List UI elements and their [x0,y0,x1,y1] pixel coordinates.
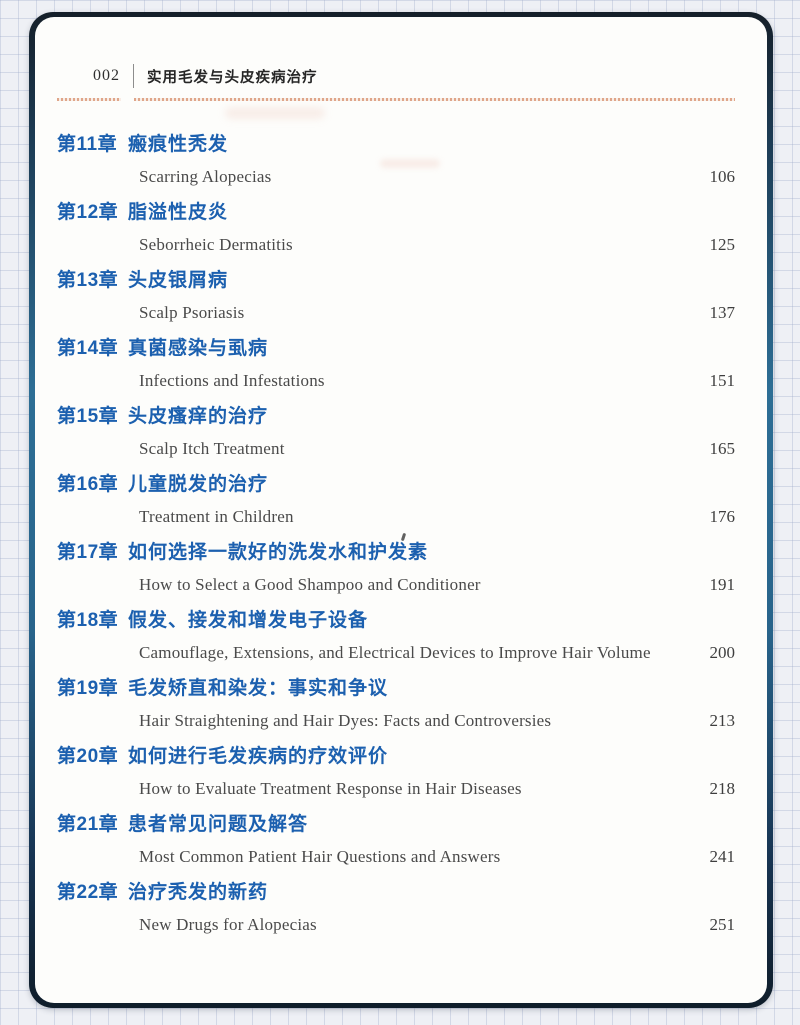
chapter-page-number: 200 [709,643,736,662]
chapter-label: 第12章 [57,202,119,223]
chapter-subtitle-en: Camouflage, Extensions, and Electrical D… [139,643,651,662]
dotted-rule [57,98,735,101]
chapter-title-cn: 头皮银屑病 [128,270,229,291]
toc-entry: 第17章 如何选择一款好的洗发水和护发素 How to Select a Goo… [57,539,735,598]
chapter-label: 第17章 [57,542,119,563]
toc-entry-subtitle-row: Most Common Patient Hair Questions and A… [57,843,735,870]
chapter-page-number: 251 [709,915,736,934]
chapter-page-number: 213 [709,711,736,730]
toc-entry: 第15章 头皮瘙痒的治疗 Scalp Itch Treatment 165 [57,403,735,462]
chapter-label: 第20章 [57,746,119,767]
dotted-rule-segment [134,98,735,101]
chapter-subtitle-en: New Drugs for Alopecias [139,915,317,934]
chapter-page-number: 106 [709,167,736,186]
toc-entry-subtitle-row: New Drugs for Alopecias 251 [57,911,735,938]
chapter-label: 第11章 [57,134,118,155]
toc-entry-subtitle-row: Hair Straightening and Hair Dyes: Facts … [57,707,735,734]
toc-entry-title-row: 第22章 治疗秃发的新药 [57,879,735,906]
toc-entry-title-row: 第20章 如何进行毛发疾病的疗效评价 [57,743,735,770]
toc-entry-subtitle-row: Seborrheic Dermatitis 125 [57,231,735,258]
chapter-label: 第18章 [57,610,119,631]
toc-entry-subtitle-row: Scalp Itch Treatment 165 [57,435,735,462]
toc-entry: 第22章 治疗秃发的新药 New Drugs for Alopecias 251 [57,879,735,938]
toc-entry-title-row: 第11章 瘢痕性秃发 [57,131,735,158]
chapter-page-number: 125 [709,235,736,254]
header-divider [133,64,134,88]
toc-entry-title-row: 第14章 真菌感染与虱病 [57,335,735,362]
toc-entry-title-row: 第17章 如何选择一款好的洗发水和护发素 [57,539,735,566]
chapter-subtitle-en: Scalp Itch Treatment [139,439,285,458]
toc-entry: 第18章 假发、接发和增发电子设备 Camouflage, Extensions… [57,607,735,666]
chapter-subtitle-en: How to Evaluate Treatment Response in Ha… [139,779,522,798]
toc-entry: 第16章 儿童脱发的治疗 Treatment in Children 176 [57,471,735,530]
chapter-label: 第21章 [57,814,119,835]
toc-entry-subtitle-row: Scalp Psoriasis 137 [57,299,735,326]
toc-entry-subtitle-row: How to Evaluate Treatment Response in Ha… [57,775,735,802]
toc-entry-subtitle-row: How to Select a Good Shampoo and Conditi… [57,571,735,598]
chapter-subtitle-en: Hair Straightening and Hair Dyes: Facts … [139,711,552,730]
chapter-page-number: 151 [709,371,736,390]
toc-entry-title-row: 第15章 头皮瘙痒的治疗 [57,403,735,430]
chapter-subtitle-en: How to Select a Good Shampoo and Conditi… [139,575,481,594]
chapter-title-cn: 儿童脱发的治疗 [128,474,269,495]
chapter-page-number: 191 [709,575,736,594]
toc-entry-subtitle-row: Treatment in Children 176 [57,503,735,530]
chapter-label: 第16章 [57,474,119,495]
chapter-subtitle-en: Treatment in Children [139,507,294,526]
header-page-number: 002 [93,67,120,84]
chapter-subtitle-en: Scarring Alopecias [139,167,272,186]
dotted-rule-segment [57,98,121,101]
chapter-subtitle-en: Scalp Psoriasis [139,303,245,322]
chapter-title-cn: 治疗秃发的新药 [128,882,269,903]
chapter-label: 第13章 [57,270,119,291]
chapter-title-cn: 脂溢性皮炎 [128,202,229,223]
chapter-title-cn: 假发、接发和增发电子设备 [128,610,369,631]
chapter-title-cn: 如何选择一款好的洗发水和护发素 [128,542,429,563]
table-of-contents: 第11章 瘢痕性秃发 Scarring Alopecias 106 第12章 脂… [57,131,735,938]
chapter-title-cn: 头皮瘙痒的治疗 [128,406,269,427]
chapter-page-number: 241 [709,847,736,866]
toc-entry-title-row: 第21章 患者常见问题及解答 [57,811,735,838]
chapter-title-cn: 瘢痕性秃发 [128,134,229,155]
book-title: 实用毛发与头皮疾病治疗 [147,69,318,86]
toc-entry: 第21章 患者常见问题及解答 Most Common Patient Hair … [57,811,735,870]
toc-entry-title-row: 第16章 儿童脱发的治疗 [57,471,735,498]
chapter-page-number: 218 [709,779,736,798]
toc-entry: 第20章 如何进行毛发疾病的疗效评价 How to Evaluate Treat… [57,743,735,802]
toc-entry: 第12章 脂溢性皮炎 Seborrheic Dermatitis 125 [57,199,735,258]
chapter-subtitle-en: Infections and Infestations [139,371,325,390]
chapter-title-cn: 患者常见问题及解答 [128,814,309,835]
toc-entry: 第11章 瘢痕性秃发 Scarring Alopecias 106 [57,131,735,190]
page-content: 002 实用毛发与头皮疾病治疗 第11章 瘢痕性秃发 Scarring Alop… [35,63,767,1003]
chapter-title-cn: 如何进行毛发疾病的疗效评价 [128,746,389,767]
chapter-title-cn: 真菌感染与虱病 [128,338,269,359]
toc-entry: 第19章 毛发矫直和染发：事实和争议 Hair Straightening an… [57,675,735,734]
chapter-label: 第14章 [57,338,119,359]
chapter-subtitle-en: Most Common Patient Hair Questions and A… [139,847,501,866]
chapter-subtitle-en: Seborrheic Dermatitis [139,235,293,254]
toc-entry-subtitle-row: Infections and Infestations 151 [57,367,735,394]
scan-smudge [225,107,325,119]
toc-entry-subtitle-row: Scarring Alopecias 106 [57,163,735,190]
chapter-page-number: 165 [709,439,736,458]
toc-entry: 第14章 真菌感染与虱病 Infections and Infestations… [57,335,735,394]
running-header: 002 实用毛发与头皮疾病治疗 [57,63,735,89]
toc-entry-title-row: 第19章 毛发矫直和染发：事实和争议 [57,675,735,702]
toc-entry-title-row: 第13章 头皮银屑病 [57,267,735,294]
chapter-page-number: 137 [709,303,736,322]
toc-entry-subtitle-row: Camouflage, Extensions, and Electrical D… [57,639,735,666]
book-page-photo: 002 实用毛发与头皮疾病治疗 第11章 瘢痕性秃发 Scarring Alop… [29,12,773,1008]
toc-entry-title-row: 第12章 脂溢性皮炎 [57,199,735,226]
toc-entry-title-row: 第18章 假发、接发和增发电子设备 [57,607,735,634]
chapter-label: 第15章 [57,406,119,427]
chapter-label: 第22章 [57,882,119,903]
chapter-label: 第19章 [57,678,119,699]
chapter-page-number: 176 [709,507,736,526]
toc-entry: 第13章 头皮银屑病 Scalp Psoriasis 137 [57,267,735,326]
page-surface: 002 实用毛发与头皮疾病治疗 第11章 瘢痕性秃发 Scarring Alop… [35,17,767,1003]
chapter-title-cn: 毛发矫直和染发：事实和争议 [128,678,389,699]
